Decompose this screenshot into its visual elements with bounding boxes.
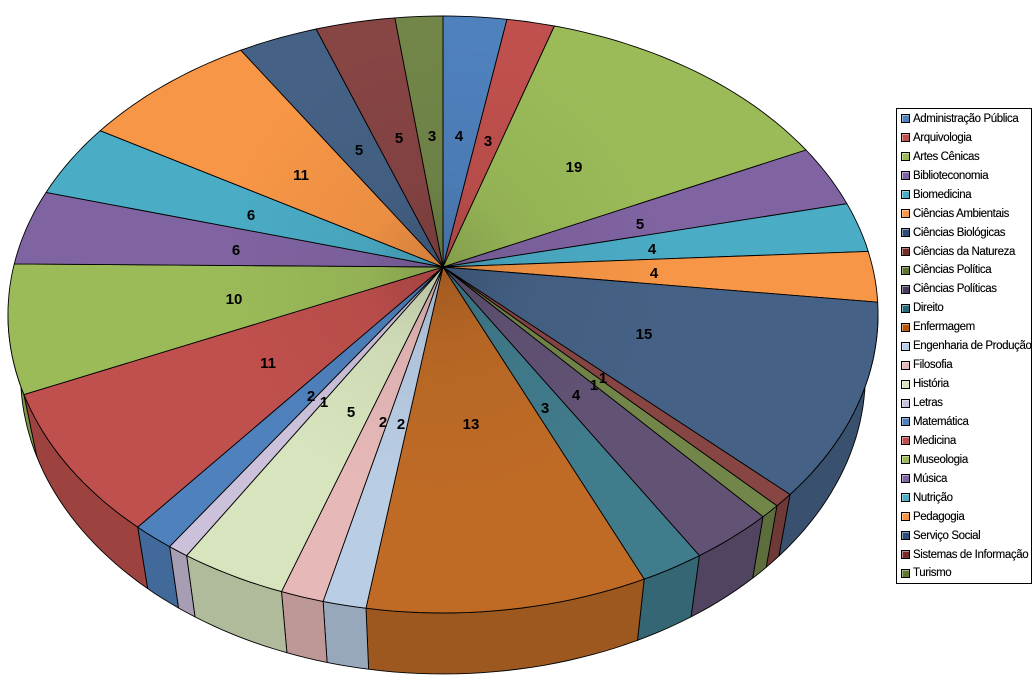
svg-text:11: 11 [260,355,276,372]
svg-text:5: 5 [355,142,363,159]
svg-text:10: 10 [226,291,243,308]
svg-text:1: 1 [590,377,598,394]
svg-text:4: 4 [650,265,659,282]
svg-text:5: 5 [636,216,644,233]
svg-text:3: 3 [541,400,549,417]
svg-text:11: 11 [293,167,309,184]
svg-text:4: 4 [455,128,464,145]
svg-text:13: 13 [463,416,480,433]
svg-text:6: 6 [232,242,240,259]
svg-text:2: 2 [379,414,387,431]
svg-text:3: 3 [428,128,436,145]
svg-text:4: 4 [572,387,581,404]
svg-text:5: 5 [395,130,403,147]
svg-text:5: 5 [347,404,355,421]
svg-text:1: 1 [599,370,607,387]
svg-text:1: 1 [320,394,328,411]
svg-text:2: 2 [307,388,315,405]
svg-text:19: 19 [566,159,583,176]
svg-text:15: 15 [636,326,653,343]
svg-text:6: 6 [247,207,255,224]
svg-text:2: 2 [397,416,405,433]
svg-text:4: 4 [648,241,657,258]
svg-text:3: 3 [484,133,492,150]
